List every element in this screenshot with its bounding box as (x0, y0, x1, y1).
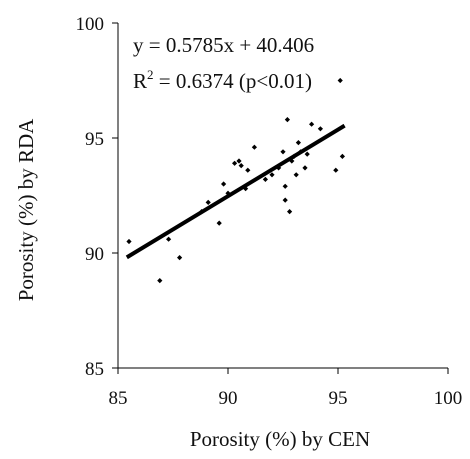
data-point (304, 151, 310, 157)
x-axis-title: Porosity (%) by CEN (190, 427, 370, 451)
r2-superscript: 2 (147, 67, 154, 82)
data-point (293, 172, 299, 178)
data-point (236, 158, 242, 164)
data-point (232, 160, 238, 166)
data-point (282, 197, 288, 203)
data-point (284, 117, 290, 123)
data-point (282, 183, 288, 189)
data-point (177, 255, 183, 261)
data-point (317, 126, 323, 132)
data-point (251, 144, 257, 150)
data-point (221, 181, 227, 187)
data-point (262, 176, 268, 182)
data-points (126, 77, 345, 284)
data-point (287, 209, 293, 215)
x-axis-ticks: 85 90 95 100 (109, 368, 463, 409)
y-tick-label: 100 (76, 14, 105, 35)
regression-equation: y = 0.5785x + 40.406 (133, 33, 314, 57)
data-point (166, 236, 172, 242)
data-point (126, 238, 132, 245)
data-point (216, 220, 222, 226)
x-tick-label: 95 (329, 388, 348, 409)
y-tick-label: 90 (85, 244, 104, 265)
regression-line (125, 123, 346, 260)
data-point (337, 77, 343, 84)
data-point (280, 149, 286, 155)
data-point (302, 165, 308, 171)
data-point (157, 278, 163, 284)
data-point (269, 172, 275, 178)
data-point (295, 140, 301, 146)
data-point (238, 163, 244, 169)
data-point (245, 167, 251, 173)
r-squared-annotation: R2 = 0.6374 (p<0.01) (133, 67, 312, 93)
x-tick-label: 85 (109, 388, 128, 409)
y-axis-title: Porosity (%) by RDA (14, 118, 38, 301)
y-axis-ticks: 85 90 95 100 (76, 14, 118, 380)
y-tick-label: 85 (85, 359, 104, 380)
data-point (309, 121, 315, 127)
plot-axes: 85 90 95 100 85 90 95 100 (76, 14, 463, 409)
r2-prefix: R (133, 69, 147, 93)
x-tick-label: 100 (434, 388, 463, 409)
y-tick-label: 95 (85, 129, 104, 150)
data-point (205, 199, 211, 205)
data-point (333, 167, 339, 173)
x-tick-label: 90 (219, 388, 238, 409)
data-point (339, 153, 345, 159)
r2-value: = 0.6374 (p<0.01) (154, 69, 312, 93)
